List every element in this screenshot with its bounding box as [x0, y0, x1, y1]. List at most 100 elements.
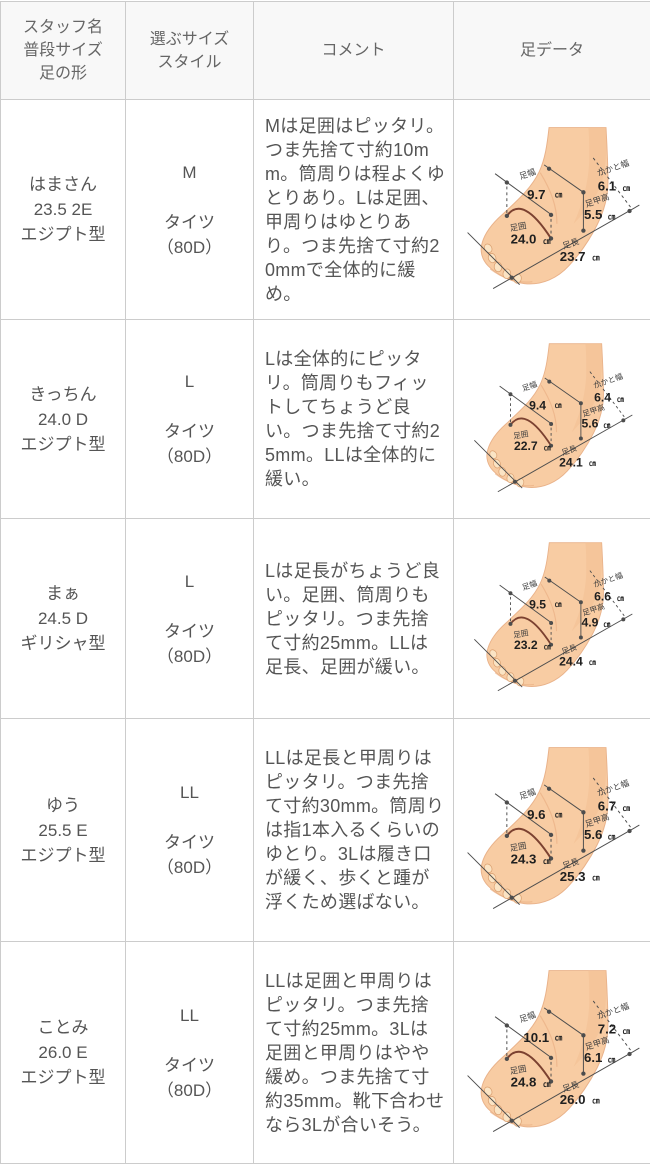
foot-circumference-unit: ㎝ [543, 856, 551, 865]
comment-cell: Mは足囲はピッタリ。つま先捨て寸約10mm。筒周りは程よくゆとりあり。Lは足囲、… [254, 100, 454, 320]
table-row: ゆう 25.5 E エジプト型 LL タイツ （80D） LLは足長と甲周りはピ… [1, 719, 650, 942]
chosen-style: タイツ [128, 1053, 251, 1078]
foot-measurement-diagram: 足幅 9.5 ㎝ かかと幅 6.6 ㎝ 足甲高 4.9 ㎝ 足囲 23.2 ㎝ … [456, 521, 648, 716]
chosen-style-denier: （80D） [128, 855, 251, 880]
staff-name: まぁ [3, 581, 123, 606]
chosen-size: LL [128, 780, 251, 805]
instep-height-unit: ㎝ [603, 422, 610, 429]
foot-data-cell: 足幅 9.5 ㎝ かかと幅 6.6 ㎝ 足甲高 4.9 ㎝ 足囲 23.2 ㎝ … [454, 519, 650, 719]
foot-width-label: 足幅 [518, 166, 537, 181]
foot-width-label: 足幅 [520, 578, 538, 593]
chosen-style: タイツ [128, 419, 251, 444]
chosen-style: タイツ [128, 210, 251, 235]
foot-data-cell: 足幅 10.1 ㎝ かかと幅 7.2 ㎝ 足甲高 6.1 ㎝ 足囲 24.8 ㎝… [454, 942, 650, 1164]
chosen-style-denier: （80D） [128, 235, 251, 260]
comment-cell: LLは足囲と甲周りはピッタリ。つま先捨て寸約25mm。3Lは足囲と甲周りはやや緩… [254, 942, 454, 1164]
foot-measurement-diagram: 足幅 9.7 ㎝ かかと幅 6.1 ㎝ 足甲高 5.5 ㎝ 足囲 24.0 ㎝ … [456, 104, 648, 316]
table-row: ことみ 26.0 E エジプト型 LL タイツ （80D） LLは足囲と甲周りは… [1, 942, 650, 1164]
foot-circumference-value: 24.0 [511, 231, 537, 246]
foot-width-label: 足幅 [518, 1009, 537, 1024]
foot-measurement-diagram: 足幅 9.4 ㎝ かかと幅 6.4 ㎝ 足甲高 5.6 ㎝ 足囲 22.7 ㎝ … [456, 322, 648, 517]
header-staff-line: スタッフ名 [3, 16, 123, 39]
foot-circumference-unit: ㎝ [543, 1079, 551, 1088]
foot-circumference-value: 24.3 [511, 851, 537, 866]
foot-width-value: 9.5 [529, 598, 546, 612]
table-row: まぁ 24.5 D ギリシャ型 L タイツ （80D） Lは足長がちょうど良い。… [1, 519, 650, 719]
chosen-size-cell: M タイツ （80D） [126, 100, 254, 320]
foot-circumference-unit: ㎝ [543, 236, 551, 245]
chosen-size-cell: L タイツ （80D） [126, 320, 254, 519]
chosen-size: LL [128, 1003, 251, 1028]
chosen-size-cell: LL タイツ （80D） [126, 719, 254, 942]
staff-foot-shape: ギリシャ型 [3, 631, 123, 656]
staff-foot-shape: エジプト型 [3, 843, 123, 868]
heel-width-unit: ㎝ [623, 183, 631, 192]
foot-length-value: 24.4 [559, 654, 583, 668]
foot-length-unit: ㎝ [589, 460, 596, 467]
foot-length-unit: ㎝ [592, 1096, 600, 1105]
chosen-style-denier: （80D） [128, 444, 251, 469]
foot-length-value: 26.0 [560, 1092, 586, 1107]
chosen-size: L [128, 369, 251, 394]
foot-measurement-diagram: 足幅 9.6 ㎝ かかと幅 6.7 ㎝ 足甲高 5.6 ㎝ 足囲 24.3 ㎝ … [456, 724, 648, 936]
chosen-style: タイツ [128, 619, 251, 644]
header-size-line: 選ぶサイズ [128, 28, 251, 51]
chosen-size-cell: L タイツ （80D） [126, 519, 254, 719]
instep-height-unit: ㎝ [608, 211, 616, 220]
foot-length-unit: ㎝ [592, 253, 600, 262]
header-chosen-size: 選ぶサイズ スタイル [126, 2, 254, 100]
foot-width-value: 10.1 [523, 1030, 549, 1045]
header-staff-line: 普段サイズ [3, 39, 123, 62]
foot-length-value: 24.1 [559, 455, 583, 469]
foot-circumference-unit: ㎝ [544, 644, 551, 651]
heel-width-unit: ㎝ [617, 396, 624, 403]
staff-name: ことみ [3, 1015, 123, 1040]
staff-usual-size: 24.0 D [3, 407, 123, 432]
heel-width-unit: ㎝ [617, 595, 624, 602]
instep-height-value: 6.1 [584, 1049, 602, 1064]
foot-data-cell: 足幅 9.4 ㎝ かかと幅 6.4 ㎝ 足甲高 5.6 ㎝ 足囲 22.7 ㎝ … [454, 320, 650, 519]
chosen-style-denier: （80D） [128, 644, 251, 669]
header-row: スタッフ名 普段サイズ 足の形 選ぶサイズ スタイル コメント 足データ [1, 2, 650, 100]
chosen-style-denier: （80D） [128, 1078, 251, 1103]
foot-width-value: 9.6 [527, 807, 545, 822]
header-foot-data: 足データ [454, 2, 650, 100]
staff-cell: きっちん 24.0 D エジプト型 [1, 320, 126, 519]
foot-width-label: 足幅 [520, 378, 538, 393]
table-row: はまさん 23.5 2E エジプト型 M タイツ （80D） Mは足囲はピッタリ… [1, 100, 650, 320]
instep-height-value: 4.9 [581, 616, 598, 630]
comment-cell: Lは足長がちょうど良い。足囲、筒周りもピッタリ。つま先捨て寸約25mm。LLは足… [254, 519, 454, 719]
staff-name: はまさん [3, 172, 123, 197]
foot-circumference-unit: ㎝ [544, 445, 551, 452]
foot-width-unit: ㎝ [555, 190, 563, 199]
staff-usual-size: 24.5 D [3, 606, 123, 631]
staff-name: ゆう [3, 793, 123, 818]
staff-foot-shape: エジプト型 [3, 1065, 123, 1090]
comment-cell: Lは全体的にピッタリ。筒周りもフィットしてちょうど良い。つま先捨て寸約25mm。… [254, 320, 454, 519]
staff-cell: ことみ 26.0 E エジプト型 [1, 942, 126, 1164]
chosen-size-cell: LL タイツ （80D） [126, 942, 254, 1164]
instep-height-unit: ㎝ [608, 1054, 616, 1063]
staff-foot-shape: エジプト型 [3, 222, 123, 247]
staff-cell: ゆう 25.5 E エジプト型 [1, 719, 126, 942]
chosen-size: M [128, 160, 251, 185]
foot-length-value: 25.3 [560, 869, 586, 884]
foot-measurement-diagram: 足幅 10.1 ㎝ かかと幅 7.2 ㎝ 足甲高 6.1 ㎝ 足囲 24.8 ㎝… [456, 947, 648, 1159]
instep-height-unit: ㎝ [608, 832, 616, 841]
staff-usual-size: 25.5 E [3, 818, 123, 843]
table-row: きっちん 24.0 D エジプト型 L タイツ （80D） Lは全体的にピッタリ… [1, 320, 650, 519]
chosen-style: タイツ [128, 830, 251, 855]
header-size-line: スタイル [128, 51, 251, 74]
foot-width-label: 足幅 [518, 786, 537, 801]
foot-circumference-value: 24.8 [511, 1074, 537, 1089]
staff-cell: まぁ 24.5 D ギリシャ型 [1, 519, 126, 719]
foot-width-unit: ㎝ [555, 402, 562, 409]
staff-usual-size: 26.0 E [3, 1040, 123, 1065]
staff-usual-size: 23.5 2E [3, 197, 123, 222]
staff-name: きっちん [3, 382, 123, 407]
staff-cell: はまさん 23.5 2E エジプト型 [1, 100, 126, 320]
header-staff-line: 足の形 [3, 62, 123, 85]
chosen-size: L [128, 569, 251, 594]
foot-length-unit: ㎝ [592, 873, 600, 882]
